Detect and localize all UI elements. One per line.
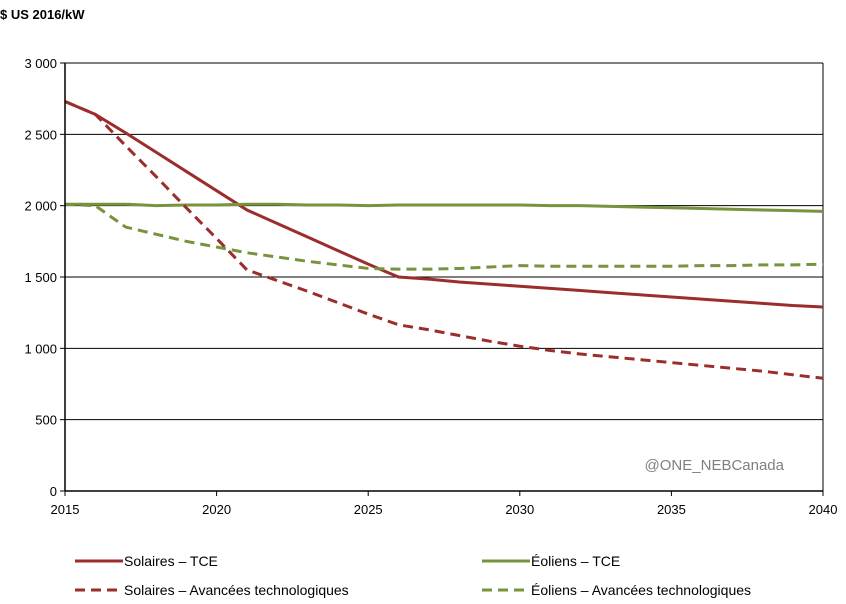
y-tick-label: 0 — [50, 484, 57, 499]
series-line-4 — [64, 202, 824, 271]
series-line-2 — [65, 202, 824, 213]
y-axis-label: $ US 2016/kW — [0, 7, 85, 22]
legend-label: Solaires – Avancées technologiques — [124, 582, 349, 598]
y-tick-label: 1 500 — [24, 270, 57, 285]
y-tick-label: 500 — [35, 413, 57, 428]
legend-label: Éoliens – TCE — [531, 553, 620, 569]
x-tick-label: 2040 — [809, 502, 838, 517]
y-tick-label: 2 500 — [24, 127, 57, 142]
x-tick-label: 2020 — [202, 502, 231, 517]
series-line-3 — [64, 100, 824, 380]
x-tick-label: 2035 — [657, 502, 686, 517]
x-tick-label: 2025 — [354, 502, 383, 517]
legend-label: Éoliens – Avancées technologiques — [531, 582, 751, 598]
y-tick-label: 1 000 — [24, 341, 57, 356]
x-tick-label: 2015 — [51, 502, 80, 517]
x-tick-label: 2030 — [505, 502, 534, 517]
y-tick-label: 3 000 — [24, 56, 57, 71]
watermark: @ONE_NEBCanada — [645, 457, 785, 474]
series-line-1 — [64, 100, 824, 309]
y-tick-label: 2 000 — [24, 199, 57, 214]
legend-label: Solaires – TCE — [124, 553, 218, 569]
